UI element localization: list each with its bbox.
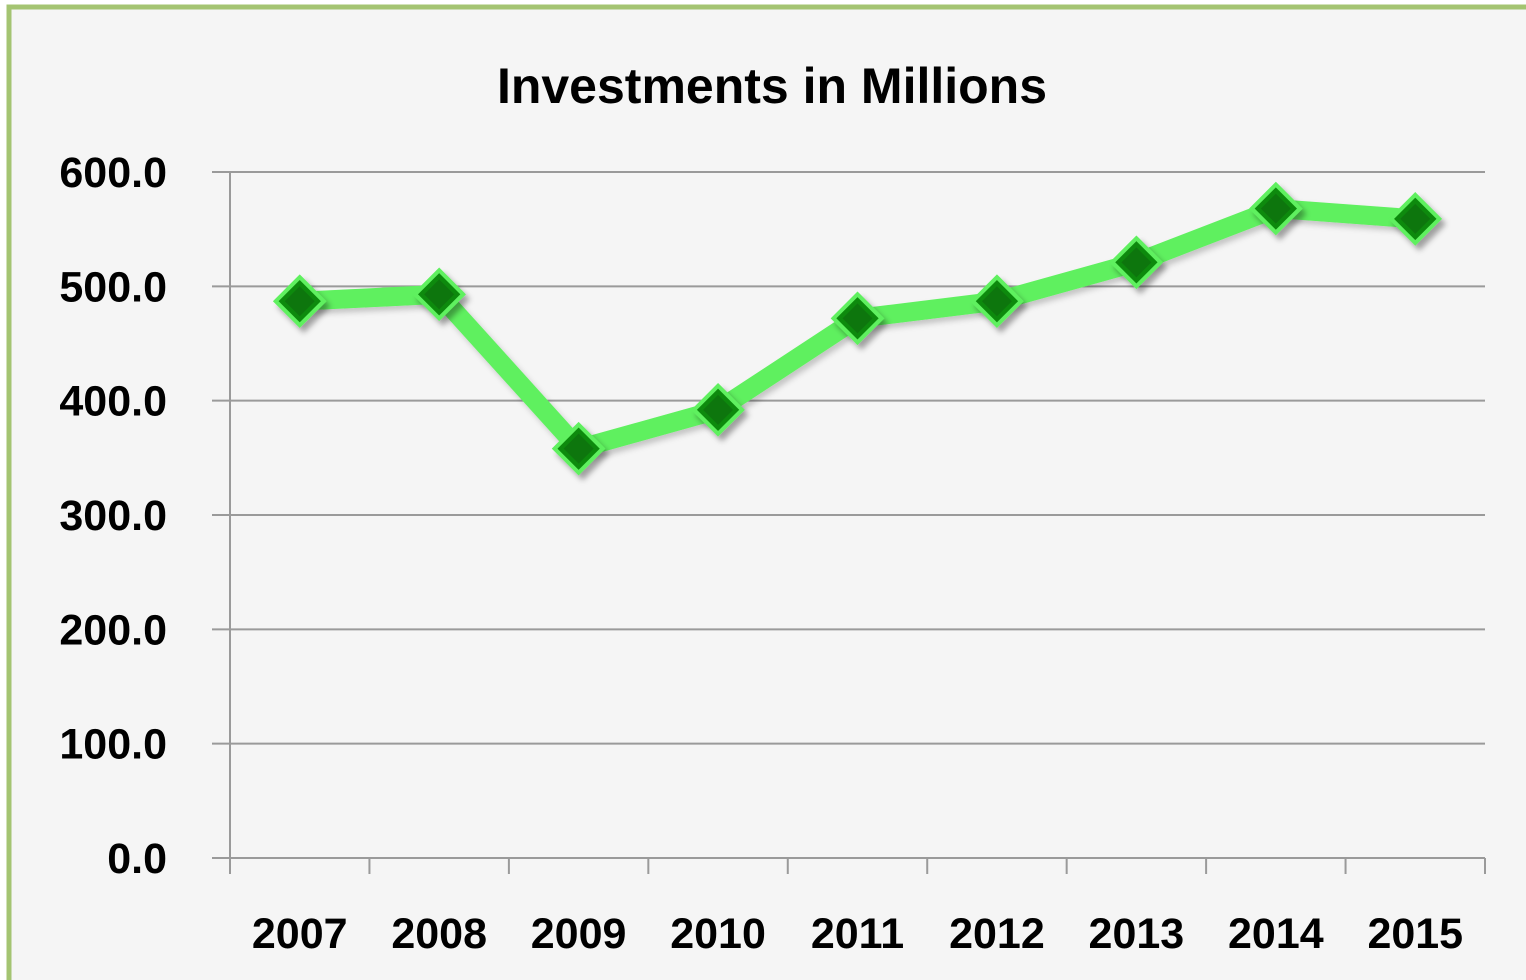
x-tick-label-2012: 2012 [949, 910, 1045, 958]
data-point-2014 [1249, 181, 1303, 236]
diamond-icon-inner [1400, 203, 1431, 234]
x-tick-label-2009: 2009 [531, 910, 627, 958]
data-point-2008 [412, 267, 466, 322]
data-point-2012 [970, 274, 1024, 329]
y-tick-label-200.0: 200.0 [59, 606, 167, 654]
chart-title: Investments in Millions [497, 58, 1047, 114]
y-tick-label-300.0: 300.0 [59, 492, 167, 540]
data-point-2010 [691, 382, 745, 437]
y-tick-label-0.0: 0.0 [107, 835, 167, 883]
y-tick-label-500.0: 500.0 [59, 263, 167, 311]
diamond-icon-inner [284, 286, 315, 317]
diamond-icon-inner [424, 279, 455, 310]
y-tick-label-400.0: 400.0 [59, 378, 167, 426]
x-tick-label-2007: 2007 [252, 910, 348, 958]
diamond-icon-inner [1260, 193, 1291, 224]
diamond-icon-inner [703, 394, 734, 425]
y-tick-label-600.0: 600.0 [59, 149, 167, 197]
y-tick-label-100.0: 100.0 [59, 721, 167, 769]
data-point-2009 [551, 421, 606, 476]
data-point-2011 [830, 291, 885, 346]
data-point-2013 [1109, 235, 1164, 290]
diamond-icon-inner [1121, 247, 1152, 278]
data-point-2007 [272, 274, 327, 329]
diamond-icon-inner [563, 433, 594, 464]
diamond-icon-inner [981, 286, 1012, 317]
data-point-2015 [1388, 192, 1443, 246]
x-tick-label-2011: 2011 [811, 910, 904, 958]
x-tick-label-2014: 2014 [1228, 910, 1324, 958]
chart-frame-border [6, 4, 1526, 980]
diamond-icon-inner [842, 303, 873, 334]
x-tick-label-2010: 2010 [670, 910, 766, 958]
x-tick-label-2015: 2015 [1367, 910, 1463, 958]
x-tick-label-2008: 2008 [391, 910, 487, 958]
data-markers [272, 181, 1443, 476]
y-axis-tick-labels: 0.0 100.0 200.0 300.0 400.0 500.0 600.0 [59, 149, 167, 883]
x-tick-label-2013: 2013 [1089, 910, 1185, 958]
axes [212, 171, 1486, 874]
x-axis-tick-labels: 2007 2008 2009 2010 2011 2012 2013 2014 2015 [252, 910, 1463, 958]
